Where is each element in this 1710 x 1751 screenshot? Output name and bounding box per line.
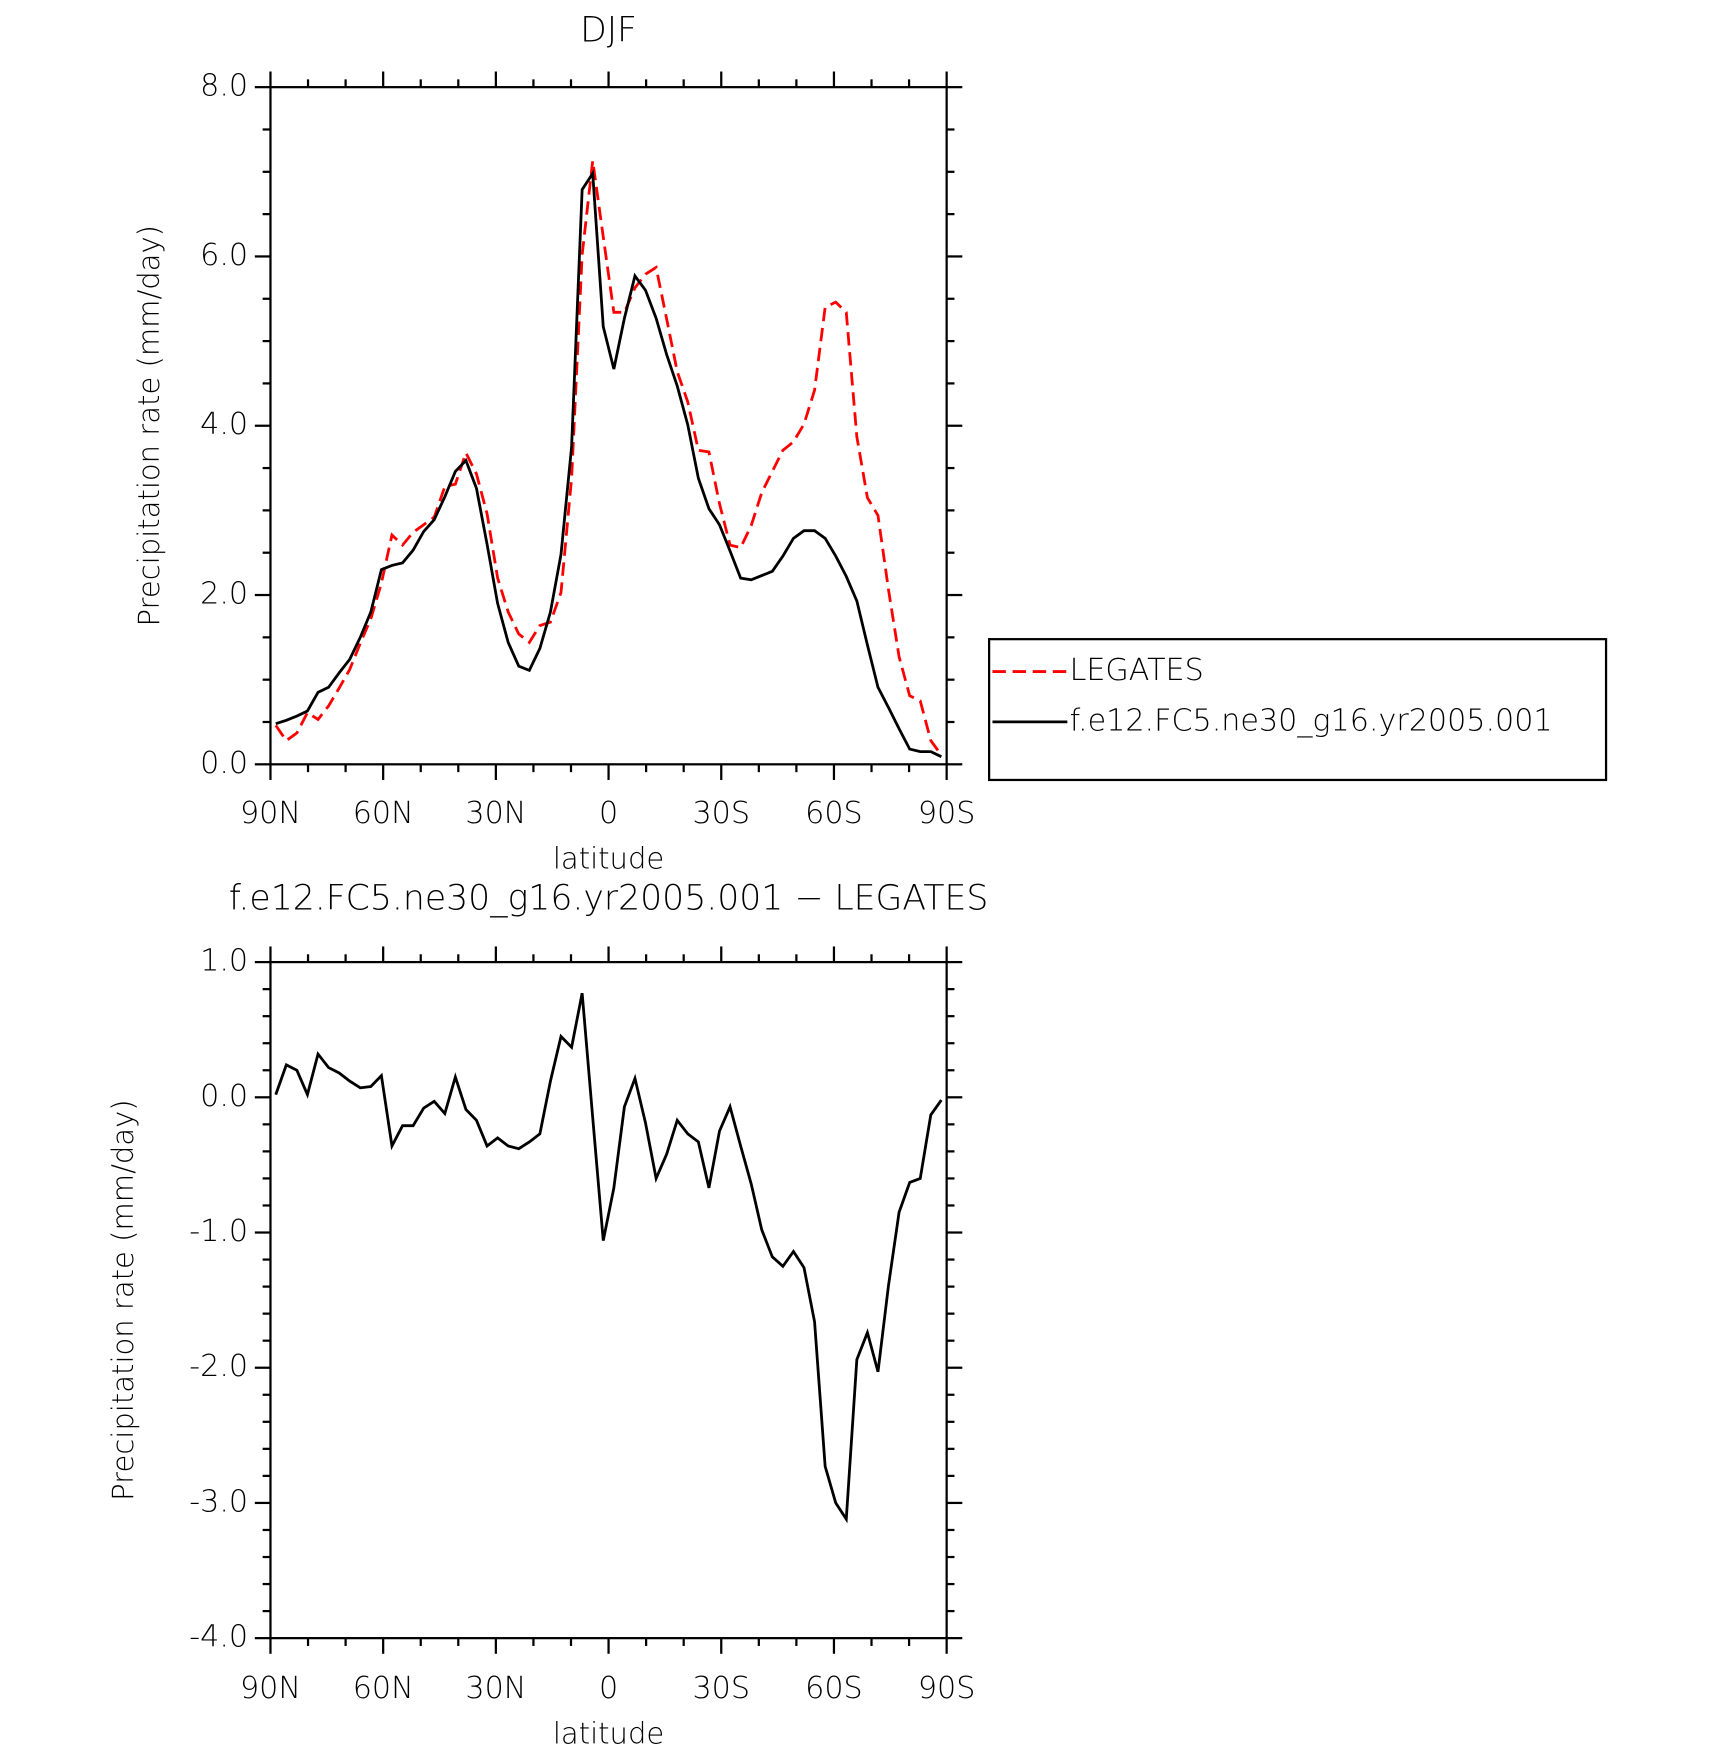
y-tick-label: -2.0: [189, 1349, 248, 1384]
x-tick-label: 90N: [240, 796, 301, 831]
x-tick-label: 0: [599, 796, 618, 831]
x-tick-label: 90N: [240, 1671, 301, 1706]
y-tick-label: 0.0: [200, 1079, 248, 1114]
x-axis-label: latitude: [553, 841, 664, 875]
y-tick-label: 6.0: [200, 238, 248, 273]
data-line: [275, 169, 942, 758]
data-line: [274, 992, 943, 1524]
x-tick-label: 90S: [918, 796, 976, 831]
y-axis-label: Precipitation rate (mm/day): [106, 1099, 140, 1500]
chart-title: DJF: [580, 10, 637, 50]
plot-frame: [269, 86, 948, 766]
y-tick-label: 2.0: [200, 577, 248, 612]
y-tick-label: 8.0: [200, 69, 248, 104]
y-tick-label: 1.0: [200, 944, 248, 979]
x-axis-label: latitude: [553, 1716, 664, 1750]
x-tick-label: 90S: [918, 1671, 976, 1706]
legend-box: [987, 638, 1608, 782]
x-tick-label: 30N: [465, 796, 526, 831]
legend-label: f.e12.FC5.ne30_g16.yr2005.001: [1070, 703, 1553, 738]
data-line: [274, 160, 943, 756]
x-tick-label: 0: [599, 1671, 618, 1706]
x-tick-label: 30S: [692, 1671, 750, 1706]
x-tick-label: 60S: [805, 1671, 863, 1706]
x-tick-label: 60N: [353, 796, 414, 831]
y-axis-label: Precipitation rate (mm/day): [132, 225, 166, 626]
x-tick-label: 30S: [692, 796, 750, 831]
chart-title: f.e12.FC5.ne30_g16.yr2005.001 − LEGATES: [229, 879, 989, 919]
plot-frame: [269, 960, 948, 1640]
y-tick-label: -3.0: [189, 1484, 248, 1519]
x-tick-label: 60N: [353, 1671, 414, 1706]
y-tick-label: 0.0: [200, 746, 248, 781]
x-tick-label: 60S: [805, 796, 863, 831]
y-tick-label: 4.0: [200, 407, 248, 442]
legend-label: LEGATES: [1070, 653, 1204, 688]
y-tick-label: -1.0: [189, 1214, 248, 1249]
x-tick-label: 30N: [465, 1671, 526, 1706]
y-tick-label: -4.0: [189, 1620, 248, 1655]
